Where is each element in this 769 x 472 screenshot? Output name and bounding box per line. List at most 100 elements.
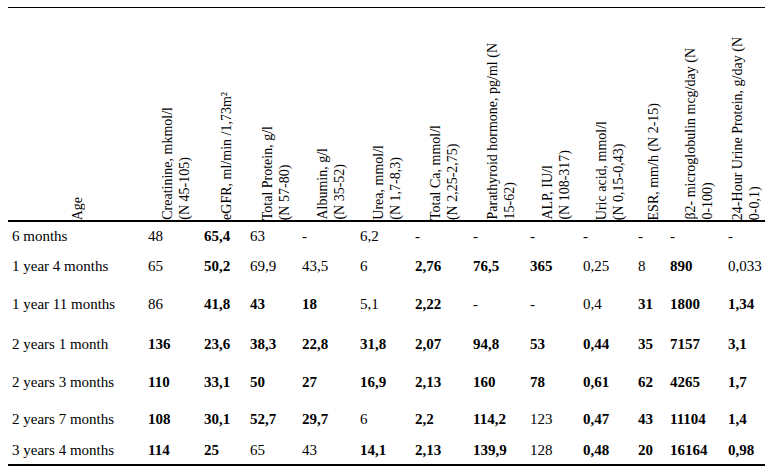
- cell-urine-protein: 3,1: [728, 336, 765, 353]
- cell-urea: 5,1: [360, 296, 415, 313]
- header-label-line: (N 1,7-8,3): [388, 157, 403, 220]
- cell-alp: -: [530, 228, 583, 245]
- cell-esr: 43: [638, 411, 670, 428]
- cell-albumin: 27: [302, 374, 360, 391]
- cell-age: 2 years 7 months: [8, 411, 148, 428]
- cell-albumin: -: [302, 228, 360, 245]
- cell-uric-acid: -: [583, 228, 638, 245]
- cell-total-protein: 50: [250, 374, 302, 391]
- cell-urea: 6,2: [360, 228, 415, 245]
- column-header-total-ca: Total Ca, mmol/l(N 2,25-2,75): [415, 8, 473, 220]
- cell-alp: 123: [530, 411, 583, 428]
- cell-total-protein: 65: [250, 442, 302, 459]
- cell-age: 1 year 11 months: [8, 296, 148, 313]
- cell-b2-microglobulin: 7157: [670, 336, 728, 353]
- cell-urine-protein: 1,7: [728, 374, 765, 391]
- column-header-label: Total Ca, mmol/l(N 2,25-2,75): [427, 125, 462, 220]
- cell-age: 2 years 1 month: [8, 336, 148, 353]
- column-header-label: β2- microglobulin mcg/day (N0-100): [682, 48, 717, 220]
- cell-parathyroid-hormone: 139,9: [473, 442, 530, 459]
- column-header-label: ESR, mm/h (N 2-15): [645, 103, 663, 220]
- column-header-creatinine: Creatinine, mkmol/l(N 45-105): [148, 8, 204, 220]
- cell-uric-acid: 0,47: [583, 411, 638, 428]
- cell-urine-protein: 0,98: [728, 442, 765, 459]
- column-header-urea: Urea, mmol/l(N 1,7-8,3): [360, 8, 415, 220]
- header-label-line: Total Protein, g/l: [260, 126, 275, 220]
- column-header-alp: ALP, IU/l(N 108-317): [530, 8, 583, 220]
- cell-creatinine: 110: [148, 374, 204, 391]
- cell-urea: 31,8: [360, 336, 415, 353]
- cell-alp: -: [530, 296, 583, 313]
- cell-egfr: 30,1: [204, 411, 250, 428]
- column-header-label: eGFR, ml/min /1,73m²: [218, 92, 236, 220]
- header-label-line: 0-0,1): [747, 186, 762, 220]
- cell-alp: 365: [530, 258, 583, 275]
- cell-b2-microglobulin: 16164: [670, 442, 728, 459]
- column-header-egfr: eGFR, ml/min /1,73m²: [204, 8, 250, 220]
- table-header-row: AgeCreatinine, mkmol/l(N 45-105)eGFR, ml…: [8, 7, 765, 222]
- cell-alp: 78: [530, 374, 583, 391]
- cell-urea: 6: [360, 258, 415, 275]
- cell-creatinine: 65: [148, 258, 204, 275]
- header-label-line: (N 108-317): [557, 150, 572, 220]
- header-label-line: eGFR, ml/min /1,73m²: [219, 92, 234, 220]
- cell-esr: 31: [638, 296, 670, 313]
- header-label-line: Parathyroid hormone, pg/ml (N: [485, 43, 500, 220]
- cell-total-ca: 2,22: [415, 296, 473, 313]
- header-label-line: ALP, IU/l: [540, 166, 555, 220]
- header-label-line: ESR, mm/h (N 2-15): [646, 103, 661, 220]
- table-row: 1 year 11 months8641,843185,12,22--0,431…: [8, 283, 765, 325]
- table-row: 3 years 4 months11425654314,12,13139,912…: [8, 437, 765, 464]
- cell-total-ca: 2,13: [415, 442, 473, 459]
- header-label-line: (N 2,25-2,75): [445, 143, 460, 220]
- cell-total-protein: 43: [250, 296, 302, 313]
- column-header-label: Uric acid, mmol/l(N 0,15-0,43): [593, 121, 628, 220]
- column-header-b2-microglobulin: β2- microglobulin mcg/day (N0-100): [670, 8, 728, 220]
- cell-esr: 8: [638, 258, 670, 275]
- table-row: 1 year 4 months6550,269,943,562,7676,536…: [8, 250, 765, 283]
- header-label-line: 0-100): [700, 183, 715, 220]
- table-row: 6 months4865,463-6,2-------: [8, 222, 765, 250]
- cell-esr: 62: [638, 374, 670, 391]
- cell-parathyroid-hormone: 114,2: [473, 411, 530, 428]
- header-label-line: Uric acid, mmol/l: [594, 121, 609, 220]
- cell-albumin: 22,8: [302, 336, 360, 353]
- cell-creatinine: 86: [148, 296, 204, 313]
- cell-albumin: 43: [302, 442, 360, 459]
- cell-egfr: 65,4: [204, 228, 250, 245]
- cell-creatinine: 108: [148, 411, 204, 428]
- cell-albumin: 29,7: [302, 411, 360, 428]
- header-label-line: 24-Hour Urine Protein, g/day (N: [730, 37, 745, 220]
- column-header-label: Total Protein, g/l(N 57-80): [259, 126, 294, 220]
- cell-urine-protein: 0,033: [728, 258, 765, 275]
- column-header-label: Parathyroid hormone, pg/ml (N15-62): [484, 43, 519, 220]
- cell-parathyroid-hormone: 94,8: [473, 336, 530, 353]
- header-label-line: 15-62): [502, 183, 517, 220]
- cell-b2-microglobulin: -: [670, 228, 728, 245]
- cell-parathyroid-hormone: -: [473, 228, 530, 245]
- cell-urea: 6: [360, 411, 415, 428]
- cell-uric-acid: 0,48: [583, 442, 638, 459]
- cell-age: 1 year 4 months: [8, 258, 148, 275]
- cell-age: 2 years 3 months: [8, 374, 148, 391]
- cell-urine-protein: 1,34: [728, 296, 765, 313]
- header-label-line: (N 35-52): [332, 164, 347, 220]
- table-row: 2 years 1 month13623,638,322,831,82,0794…: [8, 325, 765, 363]
- column-header-parathyroid-hormone: Parathyroid hormone, pg/ml (N15-62): [473, 8, 530, 220]
- cell-parathyroid-hormone: 76,5: [473, 258, 530, 275]
- cell-total-protein: 52,7: [250, 411, 302, 428]
- cell-uric-acid: 0,44: [583, 336, 638, 353]
- cell-parathyroid-hormone: 160: [473, 374, 530, 391]
- column-header-label: Urea, mmol/l(N 1,7-8,3): [370, 145, 405, 220]
- header-label-line: (N 45-105): [177, 157, 192, 220]
- cell-total-protein: 69,9: [250, 258, 302, 275]
- column-header-label: 24-Hour Urine Protein, g/day (N0-0,1): [729, 37, 764, 220]
- table-row: 2 years 3 months11033,1502716,92,1316078…: [8, 363, 765, 401]
- cell-egfr: 33,1: [204, 374, 250, 391]
- column-header-label: Creatinine, mkmol/l(N 45-105): [159, 107, 194, 220]
- cell-b2-microglobulin: 890: [670, 258, 728, 275]
- cell-creatinine: 114: [148, 442, 204, 459]
- column-header-albumin: Albumin, g/l(N 35-52): [302, 8, 360, 220]
- table-row: 2 years 7 months10830,152,729,762,2114,2…: [8, 401, 765, 437]
- cell-total-protein: 38,3: [250, 336, 302, 353]
